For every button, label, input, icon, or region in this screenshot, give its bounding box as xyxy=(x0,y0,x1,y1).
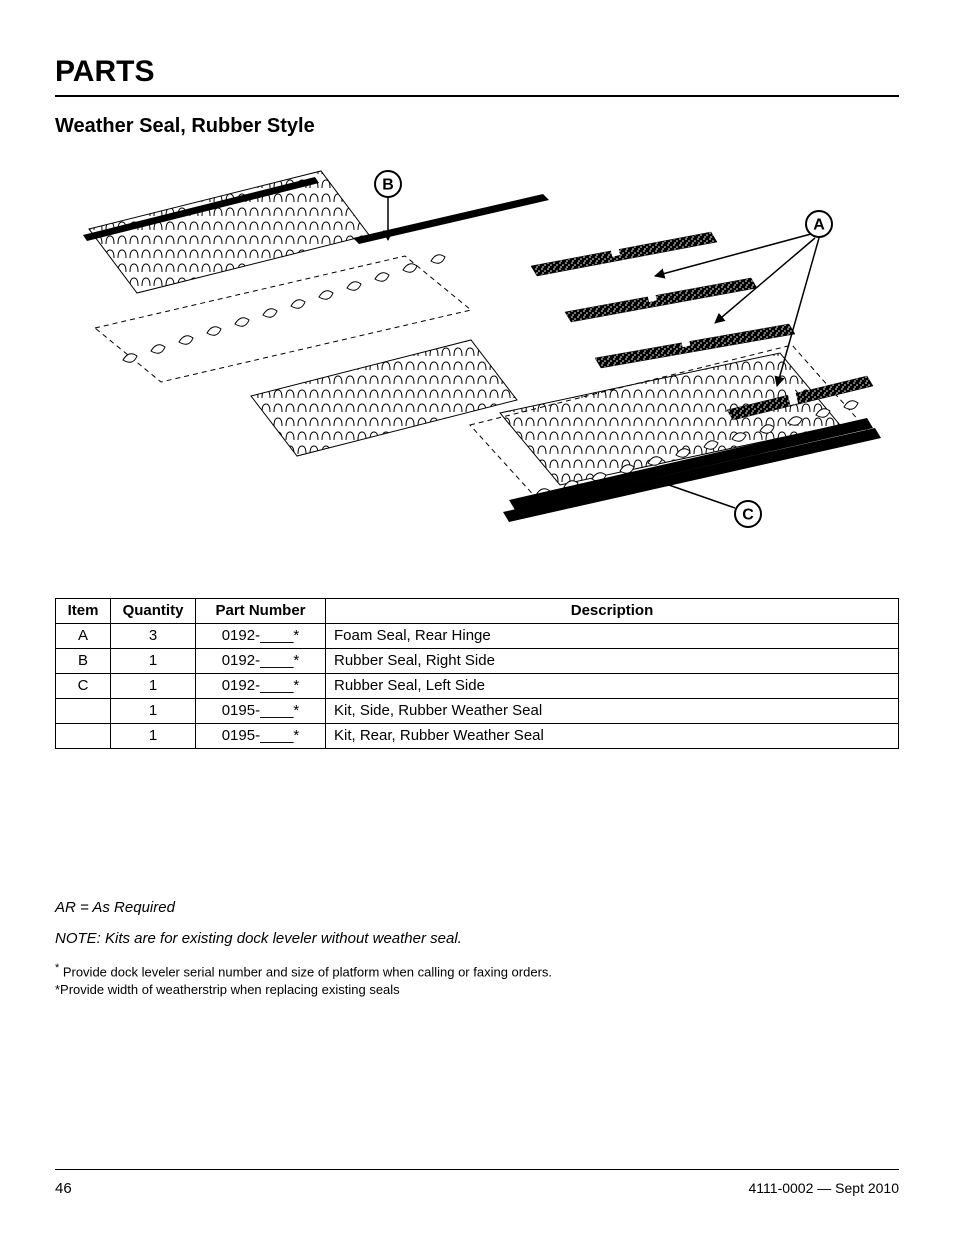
page-number: 46 xyxy=(55,1180,72,1197)
diagram-svg: A B C xyxy=(55,148,899,543)
cell-partnum: 0195-____* xyxy=(196,699,326,724)
page: PARTS Weather Seal, Rubber Style xyxy=(0,0,954,1235)
cell-desc: Rubber Seal, Right Side xyxy=(326,649,899,674)
svg-text:A: A xyxy=(813,217,825,234)
cell-desc: Kit, Rear, Rubber Weather Seal xyxy=(326,724,899,749)
parts-table: Item Quantity Part Number Description A3… xyxy=(55,598,899,749)
table-row: C10192-____*Rubber Seal, Left Side xyxy=(56,674,899,699)
cell-qty: 1 xyxy=(111,674,196,699)
cell-item: A xyxy=(56,624,111,649)
table-row: A30192-____*Foam Seal, Rear Hinge xyxy=(56,624,899,649)
cell-partnum: 0192-____* xyxy=(196,674,326,699)
table-row: 10195-____*Kit, Side, Rubber Weather Sea… xyxy=(56,699,899,724)
cell-qty: 3 xyxy=(111,624,196,649)
footer: 46 4111-0002 — Sept 2010 xyxy=(55,1169,899,1197)
cell-partnum: 0192-____* xyxy=(196,624,326,649)
footnote-2: *Provide width of weatherstrip when repl… xyxy=(55,982,400,997)
cell-item: B xyxy=(56,649,111,674)
cell-partnum: 0192-____* xyxy=(196,649,326,674)
cell-item xyxy=(56,699,111,724)
cell-desc: Rubber Seal, Left Side xyxy=(326,674,899,699)
page-title: PARTS xyxy=(55,55,899,89)
notes-block: AR = As Required NOTE: Kits are for exis… xyxy=(55,899,899,998)
col-quantity: Quantity xyxy=(111,599,196,624)
cell-desc: Kit, Side, Rubber Weather Seal xyxy=(326,699,899,724)
note-ar: AR = As Required xyxy=(55,899,899,916)
cell-qty: 1 xyxy=(111,649,196,674)
diagram: A B C xyxy=(55,148,899,543)
doc-ref: 4111-0002 — Sept 2010 xyxy=(749,1180,900,1197)
table-row: 10195-____*Kit, Rear, Rubber Weather Sea… xyxy=(56,724,899,749)
cell-partnum: 0195-____* xyxy=(196,724,326,749)
col-item: Item xyxy=(56,599,111,624)
footnote-block: * Provide dock leveler serial number and… xyxy=(55,961,899,998)
table-row: B10192-____*Rubber Seal, Right Side xyxy=(56,649,899,674)
cell-item xyxy=(56,724,111,749)
table-body: A30192-____*Foam Seal, Rear HingeB10192-… xyxy=(56,624,899,749)
cell-qty: 1 xyxy=(111,699,196,724)
title-block: PARTS xyxy=(55,55,899,97)
cell-qty: 1 xyxy=(111,724,196,749)
note-kits: NOTE: Kits are for existing dock leveler… xyxy=(55,930,899,947)
cell-item: C xyxy=(56,674,111,699)
section-subtitle: Weather Seal, Rubber Style xyxy=(55,115,899,138)
table-head: Item Quantity Part Number Description xyxy=(56,599,899,624)
col-desc: Description xyxy=(326,599,899,624)
svg-text:C: C xyxy=(742,507,754,524)
footnote-1: Provide dock leveler serial number and s… xyxy=(59,964,552,979)
cell-desc: Foam Seal, Rear Hinge xyxy=(326,624,899,649)
col-partnum: Part Number xyxy=(196,599,326,624)
svg-text:B: B xyxy=(382,177,394,194)
